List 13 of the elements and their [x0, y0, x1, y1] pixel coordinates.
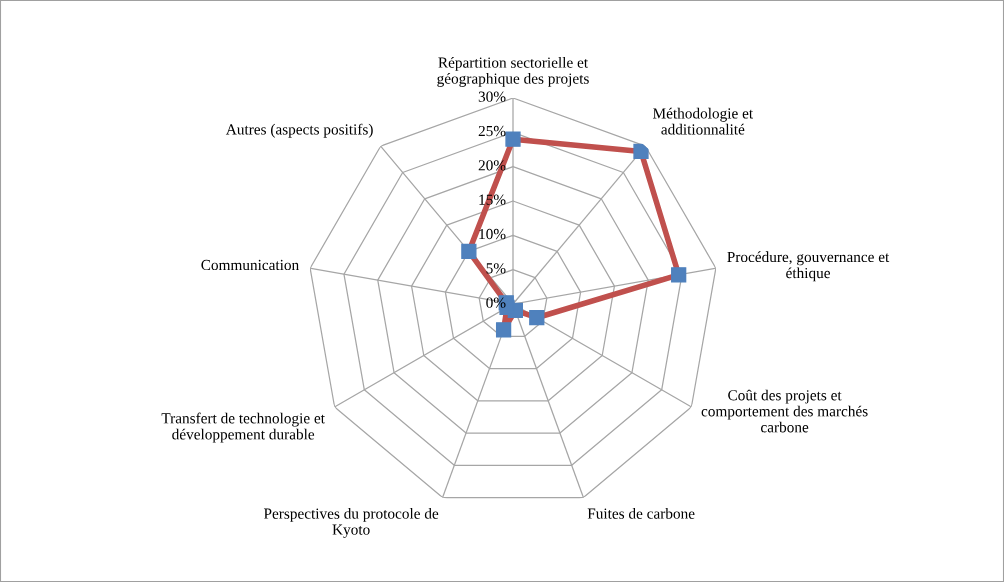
spoke-label: Fuites de carbone: [587, 508, 695, 519]
spoke-label: Procédure, gouvernance et éthique: [727, 251, 890, 282]
spoke-label: Méthodologie et additionnalité: [653, 107, 754, 135]
y-tick-label: 10%: [479, 228, 506, 240]
y-tick-label: 5%: [486, 263, 506, 274]
y-tick-label: 30%: [478, 91, 506, 102]
spoke-label: Autres (aspects positifs): [225, 123, 373, 138]
spoke-label: Communication: [201, 259, 299, 271]
y-tick-label: 25%: [478, 125, 506, 137]
spoke-label: Coût des projets et comportement des marchés carbone: [701, 389, 868, 433]
spoke-label: Répartition sectorielle et géographique des projets: [437, 56, 589, 87]
spoke-label: Transfert de technologie et développement durable: [161, 412, 325, 443]
spoke-label: Perspectives du protocole de Kyoto: [263, 508, 439, 538]
